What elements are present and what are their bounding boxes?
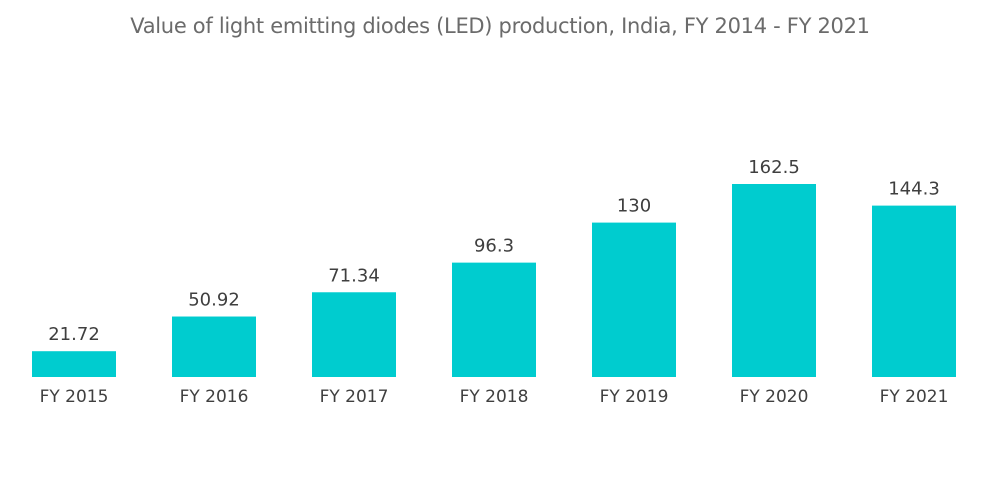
value-label: 21.72 [48,324,100,345]
value-labels-group: 21.72 50.92 71.34 96.3 130 162.5 144.3 [48,157,940,345]
bar-fy-2015 [32,351,116,377]
bar-fy-2016 [172,316,256,377]
value-label: 96.3 [474,236,514,257]
chart-title: Value of light emitting diodes (LED) pro… [130,14,870,38]
value-label: 162.5 [748,157,800,178]
value-label: 144.3 [888,179,940,200]
category-label: FY 2018 [460,387,529,407]
category-label: FY 2021 [880,387,949,407]
category-label: FY 2017 [320,387,389,407]
bar-fy-2017 [312,292,396,377]
bar-fy-2018 [452,262,536,377]
value-label: 50.92 [188,290,240,311]
category-label: FY 2020 [740,387,809,407]
bar-fy-2021 [872,205,956,377]
value-label: 130 [617,196,651,217]
bars-group [32,184,956,377]
category-label: FY 2016 [180,387,249,407]
bar-fy-2019 [592,222,676,377]
bar-fy-2020 [732,184,816,377]
category-label: FY 2015 [40,387,109,407]
category-label: FY 2019 [600,387,669,407]
value-label: 71.34 [328,265,380,286]
category-labels-group: FY 2015 FY 2016 FY 2017 FY 2018 FY 2019 FY 20… [40,387,949,407]
